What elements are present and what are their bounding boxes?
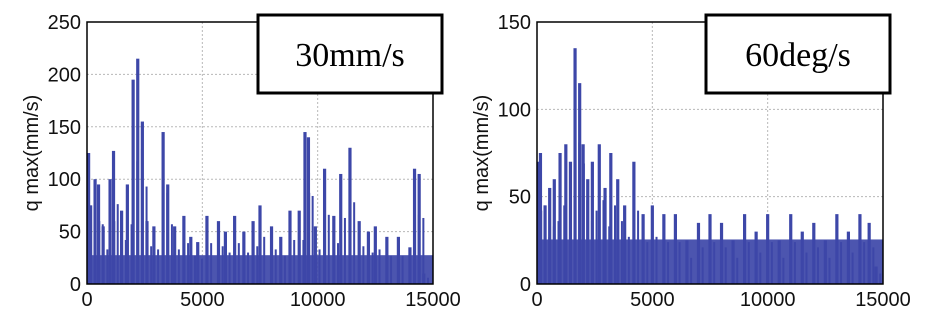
bar	[87, 153, 91, 284]
bar	[578, 83, 582, 284]
bar-secondary	[353, 202, 356, 284]
bar	[348, 147, 352, 284]
y-tick-label: 200	[48, 64, 81, 86]
chart-60deg-s: 0 50 100 150 0 5000 10000 15000 q max(mm/s) 60…	[471, 12, 911, 311]
bar	[111, 150, 116, 284]
bar-secondary	[327, 214, 330, 284]
bar	[616, 179, 620, 284]
y-tick-label: 100	[498, 99, 531, 121]
y-tick-label: 0	[520, 274, 531, 296]
bar	[125, 184, 129, 284]
bar	[303, 132, 307, 284]
bar-secondary	[170, 224, 173, 284]
bar	[93, 179, 97, 284]
bar	[120, 210, 124, 284]
y-tick-label: 100	[48, 169, 81, 191]
noise-floor	[87, 255, 433, 284]
y-tick-label: 250	[48, 12, 81, 34]
annotation-box	[704, 13, 892, 95]
bar	[306, 137, 311, 284]
bar	[161, 132, 165, 284]
bar	[205, 215, 209, 284]
x-tick-label: 5000	[630, 289, 675, 311]
bar	[140, 121, 144, 284]
y-tick-label: 50	[509, 187, 531, 209]
bar	[166, 184, 170, 284]
bar-secondary	[116, 204, 119, 284]
bar	[568, 161, 573, 284]
bar	[548, 187, 552, 284]
x-tick-label: 10000	[290, 289, 346, 311]
bar	[357, 221, 361, 284]
bar-secondary	[422, 217, 425, 284]
bar	[417, 173, 421, 284]
noise-floor	[537, 239, 883, 284]
bar	[590, 161, 594, 284]
bar	[288, 210, 292, 284]
bar	[632, 161, 636, 284]
bar	[581, 144, 585, 284]
annotation-label: 60deg/s	[745, 37, 851, 74]
y-tick-labels: 0 50 100 150	[498, 12, 531, 296]
bar	[258, 205, 262, 284]
bar	[88, 205, 93, 284]
bar	[339, 173, 343, 284]
bar-secondary	[311, 195, 314, 284]
bar	[96, 184, 101, 284]
bar	[136, 58, 140, 285]
x-tick-label: 15000	[855, 289, 911, 311]
bar	[182, 215, 186, 284]
x-tick-labels: 0 5000 10000 15000	[81, 289, 460, 311]
x-tick-label: 0	[81, 289, 92, 311]
bar	[131, 79, 135, 284]
annotation-label: 30mm/s	[295, 37, 405, 74]
bar	[573, 48, 577, 285]
y-tick-label: 0	[70, 274, 81, 296]
bar	[597, 144, 601, 284]
bar	[233, 215, 237, 284]
y-tick-labels: 0 50 100 150 200 250	[48, 12, 81, 296]
annotation-box	[256, 13, 444, 95]
bar-secondary	[343, 217, 346, 284]
bar	[564, 144, 568, 284]
baseline-noise	[537, 239, 883, 284]
bar	[322, 168, 327, 284]
bar	[603, 187, 607, 284]
x-tick-label: 5000	[180, 289, 225, 311]
y-tick-label: 150	[498, 12, 531, 34]
y-tick-label: 50	[59, 222, 81, 244]
y-axis-label: q max(mm/s)	[471, 95, 493, 212]
bar	[251, 221, 255, 284]
bar	[332, 215, 336, 284]
x-tick-label: 0	[531, 289, 542, 311]
x-tick-label: 10000	[740, 289, 796, 311]
bar	[108, 179, 112, 284]
x-tick-label: 15000	[405, 289, 461, 311]
chart-30mm-s: 0 50 100 150 200 250 0 5000 10000 15000 q max(mm…	[21, 12, 461, 311]
x-tick-labels: 0 5000 10000 15000	[531, 289, 910, 311]
bar	[216, 221, 221, 284]
bar	[586, 179, 590, 284]
baseline-noise	[87, 255, 433, 284]
bar	[538, 153, 543, 284]
y-tick-label: 150	[48, 117, 81, 139]
bar	[552, 179, 556, 284]
bar	[145, 221, 149, 284]
bar	[558, 153, 562, 284]
bar	[412, 168, 417, 284]
y-axis-label: q max(mm/s)	[21, 95, 43, 212]
bar	[537, 161, 541, 284]
bar	[609, 153, 613, 284]
bar	[297, 210, 301, 284]
